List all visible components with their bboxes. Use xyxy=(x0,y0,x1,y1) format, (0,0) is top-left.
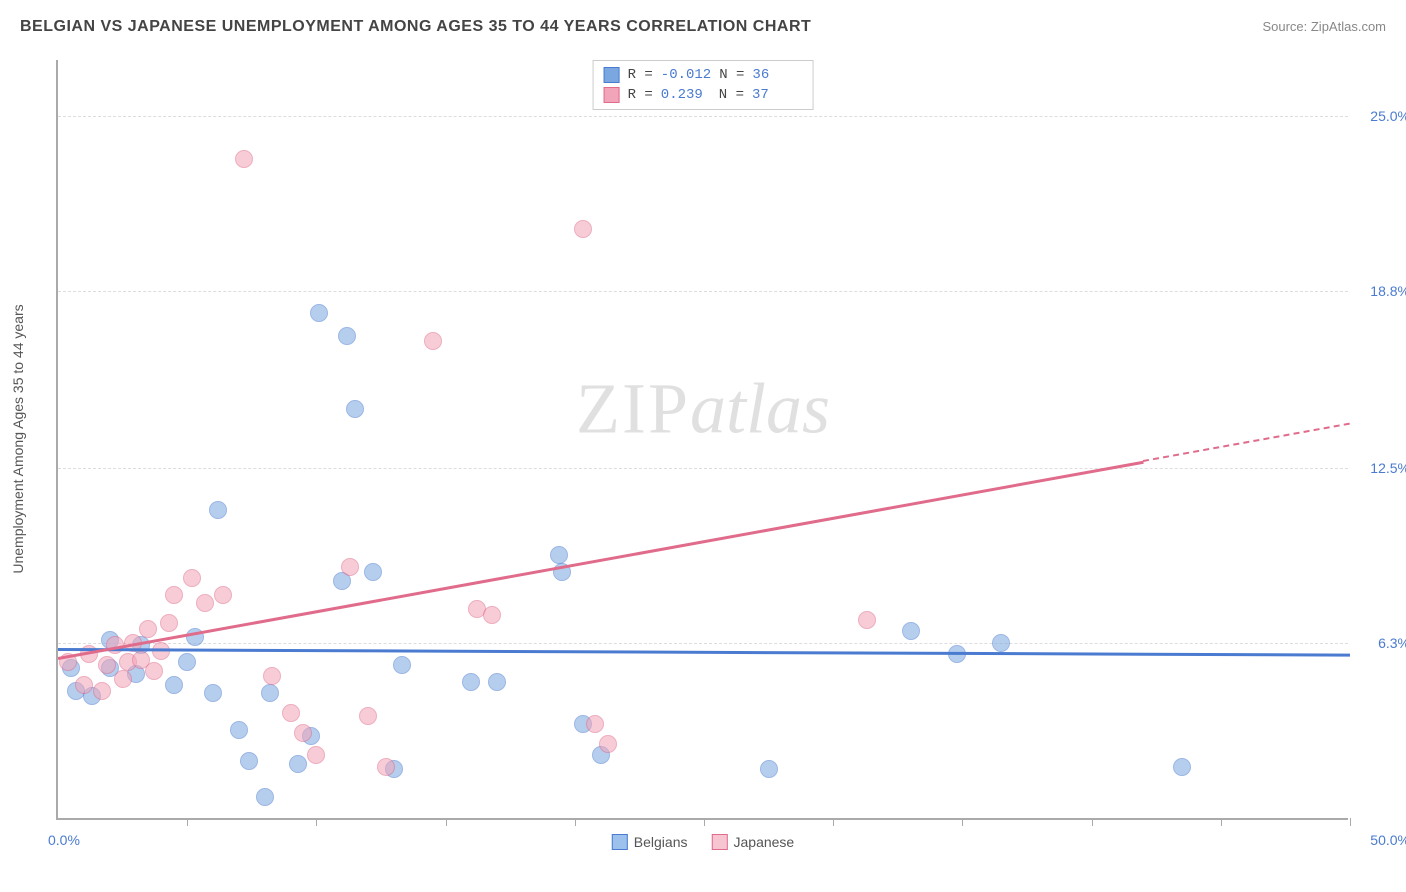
data-point xyxy=(282,704,300,722)
watermark-atlas: atlas xyxy=(690,368,830,448)
data-point xyxy=(307,746,325,764)
source-label: Source: ZipAtlas.com xyxy=(1262,19,1386,34)
legend-swatch xyxy=(711,834,727,850)
chart-title: BELGIAN VS JAPANESE UNEMPLOYMENT AMONG A… xyxy=(20,18,811,36)
legend-label: Belgians xyxy=(634,834,688,850)
x-tick xyxy=(962,818,963,826)
data-point xyxy=(145,662,163,680)
data-point xyxy=(204,684,222,702)
legend-swatch xyxy=(604,87,620,103)
data-point xyxy=(183,569,201,587)
data-point xyxy=(377,758,395,776)
y-tick-label: 6.3% xyxy=(1378,635,1406,651)
series-legend: Belgians Japanese xyxy=(612,834,794,850)
data-point xyxy=(364,563,382,581)
x-tick xyxy=(1350,818,1351,826)
x-axis-max-label: 50.0% xyxy=(1370,832,1406,848)
stat-n-value: 37 xyxy=(752,87,802,103)
stat-r-value: 0.239 xyxy=(661,87,711,103)
data-point xyxy=(75,676,93,694)
trend-line xyxy=(58,648,1350,656)
data-point xyxy=(261,684,279,702)
stat-r-label: R = xyxy=(628,67,653,83)
data-point xyxy=(992,634,1010,652)
data-point xyxy=(424,332,442,350)
legend-label: Japanese xyxy=(733,834,794,850)
data-point xyxy=(550,546,568,564)
y-axis-title: Unemployment Among Ages 35 to 44 years xyxy=(10,304,26,573)
data-point xyxy=(858,611,876,629)
data-point xyxy=(152,642,170,660)
stats-row: R = 0.239 N = 37 xyxy=(604,85,803,105)
data-point xyxy=(289,755,307,773)
gridline xyxy=(58,291,1348,292)
stat-n-value: 36 xyxy=(752,67,802,83)
data-point xyxy=(359,707,377,725)
data-point xyxy=(760,760,778,778)
gridline xyxy=(58,116,1348,117)
data-point xyxy=(196,594,214,612)
gridline xyxy=(58,468,1348,469)
data-point xyxy=(235,150,253,168)
stat-n-label: N = xyxy=(719,87,744,103)
data-point xyxy=(114,670,132,688)
data-point xyxy=(178,653,196,671)
trend-line xyxy=(1143,423,1350,462)
data-point xyxy=(586,715,604,733)
stat-n-label: N = xyxy=(719,67,744,83)
stat-r-label: R = xyxy=(628,87,653,103)
data-point xyxy=(139,620,157,638)
data-point xyxy=(165,586,183,604)
x-tick xyxy=(316,818,317,826)
watermark: ZIPatlas xyxy=(576,367,830,450)
data-point xyxy=(338,327,356,345)
legend-item: Japanese xyxy=(711,834,794,850)
data-point xyxy=(462,673,480,691)
data-point xyxy=(599,735,617,753)
y-tick-label: 18.8% xyxy=(1370,283,1406,299)
legend-swatch xyxy=(604,67,620,83)
gridline xyxy=(58,643,1348,644)
x-tick xyxy=(1092,818,1093,826)
data-point xyxy=(488,673,506,691)
legend-swatch xyxy=(612,834,628,850)
data-point xyxy=(93,682,111,700)
data-point xyxy=(294,724,312,742)
stats-legend: R = -0.012 N = 36 R = 0.239 N = 37 xyxy=(593,60,814,110)
data-point xyxy=(98,656,116,674)
chart-area: Unemployment Among Ages 35 to 44 years Z… xyxy=(56,60,1348,820)
data-point xyxy=(310,304,328,322)
data-point xyxy=(574,220,592,238)
data-point xyxy=(214,586,232,604)
stat-r-value: -0.012 xyxy=(661,67,711,83)
y-tick-label: 12.5% xyxy=(1370,460,1406,476)
data-point xyxy=(230,721,248,739)
data-point xyxy=(483,606,501,624)
x-tick xyxy=(704,818,705,826)
trend-line xyxy=(58,461,1144,660)
x-axis-min-label: 0.0% xyxy=(48,832,80,848)
data-point xyxy=(240,752,258,770)
data-point xyxy=(165,676,183,694)
x-tick xyxy=(446,818,447,826)
data-point xyxy=(902,622,920,640)
data-point xyxy=(1173,758,1191,776)
x-tick xyxy=(187,818,188,826)
data-point xyxy=(263,667,281,685)
x-tick xyxy=(833,818,834,826)
data-point xyxy=(209,501,227,519)
data-point xyxy=(341,558,359,576)
data-point xyxy=(256,788,274,806)
legend-item: Belgians xyxy=(612,834,688,850)
y-tick-label: 25.0% xyxy=(1370,108,1406,124)
data-point xyxy=(160,614,178,632)
data-point xyxy=(346,400,364,418)
stats-row: R = -0.012 N = 36 xyxy=(604,65,803,85)
x-tick xyxy=(575,818,576,826)
watermark-zip: ZIP xyxy=(576,368,690,448)
x-tick xyxy=(1221,818,1222,826)
data-point xyxy=(393,656,411,674)
